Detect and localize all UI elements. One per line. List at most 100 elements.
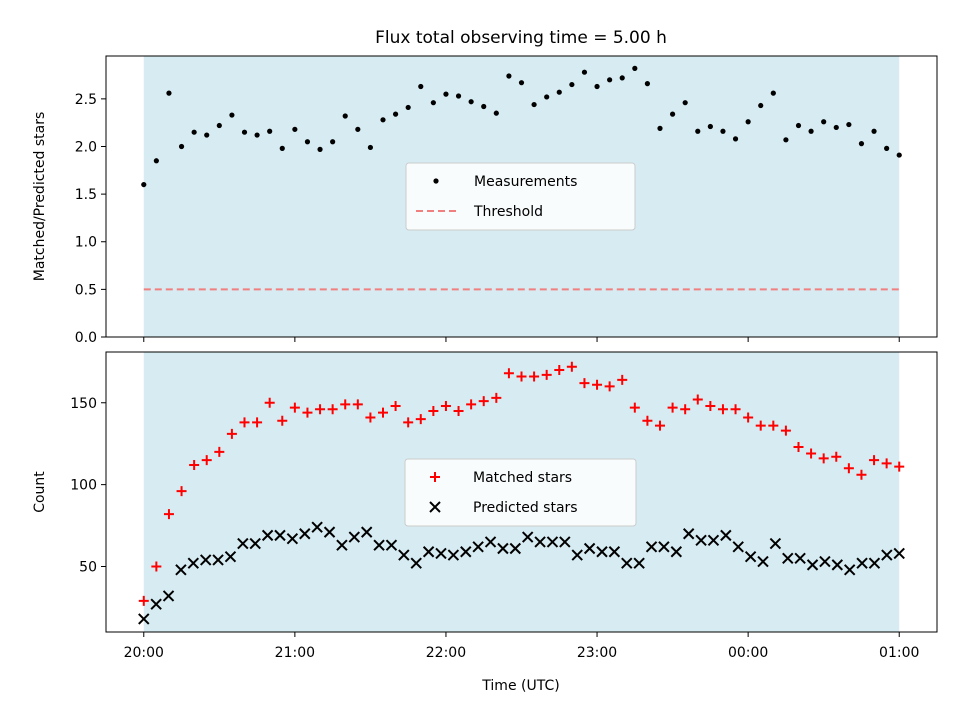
matched-star-point bbox=[138, 595, 149, 606]
predicted-star-point bbox=[323, 526, 336, 538]
measurement-point bbox=[795, 122, 802, 129]
matched-star-point bbox=[226, 428, 237, 439]
predicted-star-point bbox=[583, 542, 596, 555]
matched-star-point bbox=[189, 459, 200, 470]
predicted-star-point bbox=[732, 541, 744, 553]
matched-star-point bbox=[592, 379, 603, 390]
predicted-star-point bbox=[398, 549, 410, 561]
predicted-star-point bbox=[856, 557, 868, 569]
matched-star-point bbox=[453, 405, 464, 416]
matched-star-point bbox=[566, 361, 577, 372]
matched-star-point bbox=[881, 458, 892, 469]
measurement-point bbox=[481, 103, 487, 110]
predicted-star-point bbox=[670, 546, 683, 558]
measurement-point bbox=[342, 113, 348, 119]
predicted-star-point bbox=[385, 539, 398, 551]
measurement-point bbox=[443, 91, 449, 97]
measurement-point bbox=[506, 73, 512, 79]
measurement-point bbox=[141, 181, 147, 188]
predicted-star-point bbox=[843, 564, 856, 576]
y-tick-label: 0.0 bbox=[75, 330, 97, 346]
matched-star-point bbox=[856, 469, 867, 480]
matched-star-point bbox=[793, 441, 804, 452]
matched-star-point bbox=[415, 414, 426, 425]
x-tick-label: 23:00 bbox=[577, 645, 617, 661]
measurement-point bbox=[279, 145, 285, 151]
matched-star-point bbox=[680, 404, 691, 415]
matched-star-point bbox=[252, 417, 263, 428]
matched-star-point bbox=[705, 401, 716, 412]
matched-star-point bbox=[503, 368, 514, 379]
y-tick-label: 2.5 bbox=[75, 92, 97, 108]
legend-predicted-marker bbox=[429, 501, 441, 513]
measurement-point bbox=[216, 122, 222, 129]
measurement-point bbox=[178, 143, 185, 150]
y-axis-label: Count bbox=[32, 471, 48, 513]
predicted-star-point bbox=[769, 537, 782, 550]
measurement-point bbox=[531, 101, 537, 108]
measurement-point bbox=[594, 83, 600, 90]
matched-star-point bbox=[516, 371, 527, 382]
matched-star-point bbox=[289, 402, 300, 413]
matched-star-point bbox=[151, 561, 162, 572]
measurement-point bbox=[267, 128, 273, 134]
matched-star-point bbox=[843, 463, 854, 474]
matched-star-point bbox=[239, 417, 250, 428]
matched-star-point bbox=[604, 381, 615, 392]
predicted-star-point bbox=[744, 550, 757, 563]
y-tick-label: 2.0 bbox=[75, 139, 97, 155]
measurement-point bbox=[682, 100, 688, 106]
matched-star-point bbox=[352, 399, 363, 410]
predicted-star-point bbox=[311, 521, 323, 533]
measurement-point bbox=[367, 144, 374, 151]
bottom-axes: 50 100 150 20:00 21:00 22:00 23:00 00:00 01:00 Co… bbox=[32, 351, 938, 661]
measurement-point bbox=[833, 124, 839, 131]
predicted-star-point bbox=[274, 529, 286, 542]
predicted-star-point bbox=[682, 528, 695, 540]
predicted-star-point bbox=[261, 529, 274, 542]
measurement-point bbox=[330, 139, 336, 145]
legend-measurements-marker bbox=[433, 178, 439, 184]
predicted-star-point bbox=[831, 559, 844, 571]
matched-star-point bbox=[428, 405, 439, 416]
y-tick-label: 50 bbox=[79, 560, 97, 576]
measurement-point bbox=[770, 90, 776, 96]
measurement-point bbox=[758, 102, 764, 109]
measurement-point bbox=[707, 123, 713, 130]
matched-star-point bbox=[302, 407, 313, 418]
predicted-star-point bbox=[546, 536, 559, 548]
measurement-point bbox=[569, 81, 575, 88]
predicted-star-point bbox=[373, 539, 385, 551]
predicted-star-point bbox=[484, 536, 497, 548]
measurement-point bbox=[732, 136, 739, 142]
legend-box bbox=[404, 458, 637, 527]
matched-star-point bbox=[554, 365, 565, 376]
predicted-star-point bbox=[819, 555, 831, 568]
legend-matched-marker bbox=[430, 472, 440, 482]
measurement-point bbox=[644, 81, 651, 87]
predicted-star-point bbox=[658, 541, 670, 553]
predicted-star-point bbox=[707, 534, 720, 547]
matched-star-point bbox=[176, 486, 187, 497]
predicted-star-point bbox=[868, 557, 881, 569]
predicted-star-point bbox=[162, 590, 175, 602]
predicted-star-point bbox=[299, 528, 311, 540]
measurement-point bbox=[493, 110, 499, 116]
top-axes: 0.0 0.5 1.0 1.5 2.0 2.5 Matched/Predicted star… bbox=[32, 55, 938, 346]
axes-frame bbox=[105, 55, 938, 338]
predicted-star-point bbox=[521, 531, 534, 543]
x-tick-label: 00:00 bbox=[728, 645, 768, 661]
measurement-point bbox=[884, 145, 890, 151]
measurement-point bbox=[632, 65, 638, 71]
predicted-star-point bbox=[881, 549, 893, 561]
matched-star-point bbox=[743, 412, 754, 423]
measurement-point bbox=[166, 90, 172, 96]
matched-star-point bbox=[440, 401, 451, 412]
predicted-star-point bbox=[472, 541, 484, 553]
predicted-star-point bbox=[608, 546, 621, 558]
matched-star-point bbox=[730, 404, 741, 415]
predicted-star-point bbox=[435, 547, 447, 560]
y-axis-label: Matched/Predicted stars bbox=[32, 112, 48, 282]
matched-star-point bbox=[717, 404, 728, 415]
